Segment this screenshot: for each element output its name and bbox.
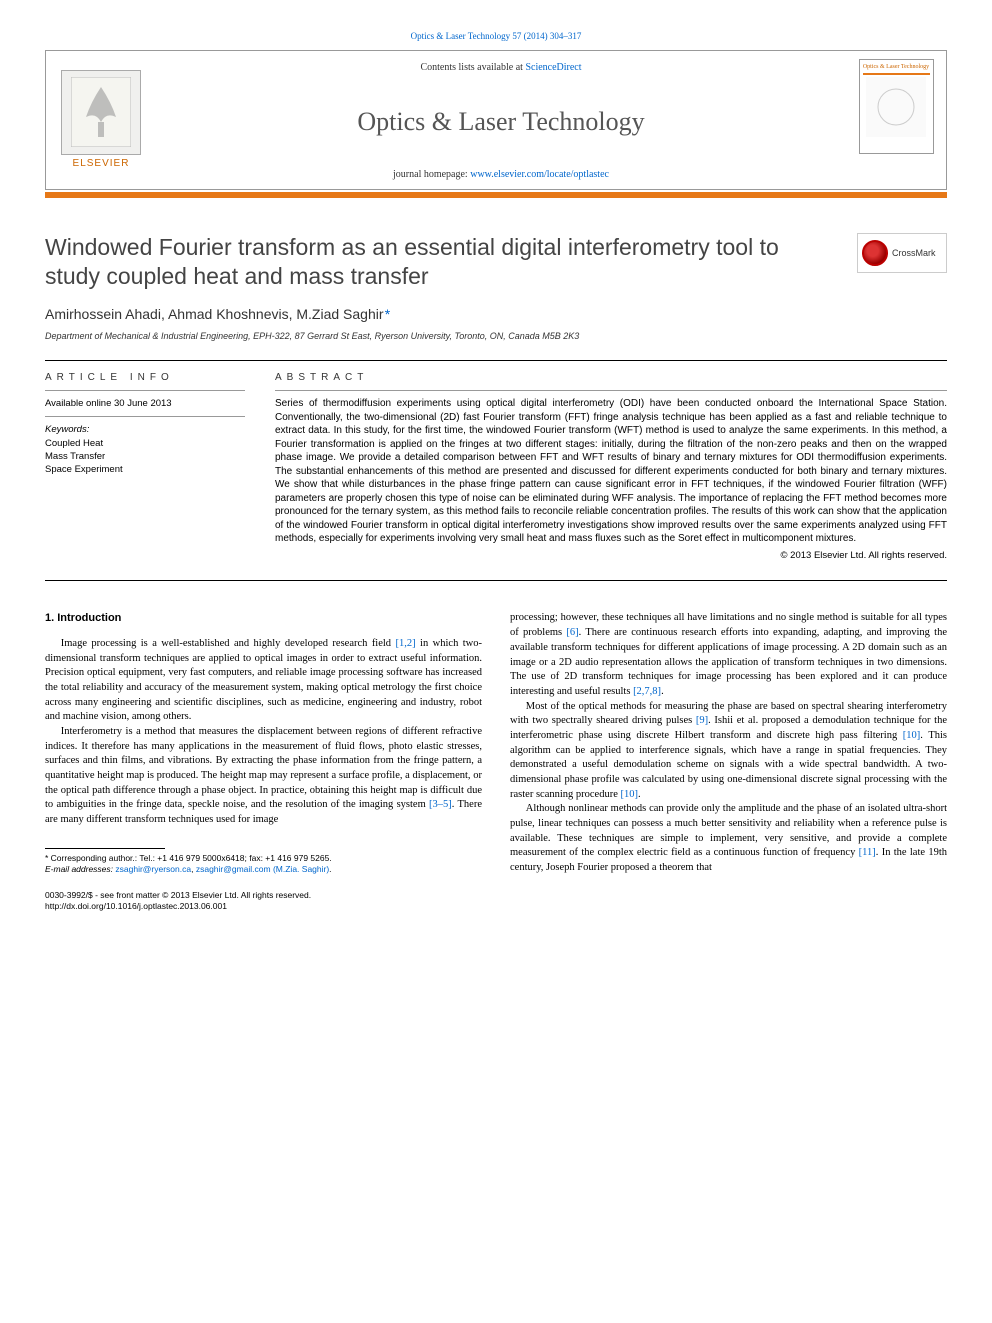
abstract-column: abstract Series of thermodiffusion exper…: [275, 371, 947, 563]
corr-author-footnote: * Corresponding author.: Tel.: +1 416 97…: [45, 853, 482, 864]
journal-title: Optics & Laser Technology: [357, 104, 644, 139]
elsevier-tree-icon: [61, 70, 141, 155]
ref-link[interactable]: [3–5]: [429, 799, 452, 810]
paragraph: Interferometry is a method that measures…: [45, 725, 482, 828]
contents-line: Contents lists available at ScienceDirec…: [420, 61, 581, 75]
divider-bottom: [45, 580, 947, 581]
abstract-text: Series of thermodiffusion experiments us…: [275, 397, 947, 546]
elsevier-logo[interactable]: ELSEVIER: [46, 51, 156, 189]
ref-link[interactable]: [11]: [859, 847, 876, 858]
keywords-label: Keywords:: [45, 423, 245, 436]
homepage-link[interactable]: www.elsevier.com/locate/optlastec: [470, 169, 609, 180]
contents-prefix: Contents lists available at: [420, 62, 525, 73]
abstract-copyright: © 2013 Elsevier Ltd. All rights reserved…: [275, 550, 947, 563]
info-divider-1: [45, 390, 245, 391]
keyword: Coupled Heat: [45, 437, 245, 450]
homepage-prefix: journal homepage:: [393, 169, 470, 180]
article-title: Windowed Fourier transform as an essenti…: [45, 233, 947, 291]
email-link[interactable]: zsaghir@gmail.com (M.Zia. Saghir): [196, 864, 329, 874]
divider-top: [45, 360, 947, 361]
journal-header: ELSEVIER Contents lists available at Sci…: [45, 50, 947, 190]
keyword: Mass Transfer: [45, 450, 245, 463]
info-divider-2: [45, 416, 245, 417]
orange-accent-bar: [45, 192, 947, 198]
ref-link[interactable]: [1,2]: [396, 638, 416, 649]
doi-line: http://dx.doi.org/10.1016/j.optlastec.20…: [45, 901, 947, 912]
crossmark-icon: [862, 240, 888, 266]
article-info-column: article info Available online 30 June 20…: [45, 371, 245, 563]
affiliation: Department of Mechanical & Industrial En…: [45, 330, 947, 342]
crossmark-badge[interactable]: CrossMark: [857, 233, 947, 273]
paragraph: Although nonlinear methods can provide o…: [510, 802, 947, 875]
article-info-head: article info: [45, 371, 245, 385]
cover-title: Optics & Laser Technology: [863, 63, 930, 75]
authors: Amirhossein Ahadi, Ahmad Khoshnevis, M.Z…: [45, 305, 947, 324]
paragraph: Image processing is a well-established a…: [45, 637, 482, 725]
abstract-head: abstract: [275, 371, 947, 385]
body-text: 1. Introduction Image processing is a we…: [45, 611, 947, 875]
available-online: Available online 30 June 2013: [45, 397, 245, 410]
email-link[interactable]: zsaghir@ryerson.ca: [115, 864, 191, 874]
cover-thumbnail: Optics & Laser Technology: [859, 59, 934, 154]
intro-heading: 1. Introduction: [45, 611, 482, 626]
top-citation-link[interactable]: Optics & Laser Technology 57 (2014) 304–…: [411, 31, 582, 41]
crossmark-label: CrossMark: [892, 248, 936, 259]
top-citation: Optics & Laser Technology 57 (2014) 304–…: [45, 30, 947, 42]
footnote-separator: [45, 848, 165, 849]
email-footnote: E-mail addresses: zsaghir@ryerson.ca, zs…: [45, 864, 482, 875]
abstract-divider: [275, 390, 947, 391]
keyword: Space Experiment: [45, 463, 245, 476]
article-title-text: Windowed Fourier transform as an essenti…: [45, 234, 779, 289]
ref-link[interactable]: [9]: [696, 715, 708, 726]
page-footer: 0030-3992/$ - see front matter © 2013 El…: [45, 890, 947, 913]
corr-author-link[interactable]: *: [385, 306, 390, 322]
paragraph: Most of the optical methods for measurin…: [510, 700, 947, 803]
elsevier-wordmark: ELSEVIER: [73, 157, 130, 171]
ref-link[interactable]: [10]: [903, 730, 921, 741]
authors-list: Amirhossein Ahadi, Ahmad Khoshnevis, M.Z…: [45, 306, 384, 322]
ref-link[interactable]: [2,7,8]: [633, 686, 661, 697]
sciencedirect-link[interactable]: ScienceDirect: [525, 62, 581, 73]
front-matter-line: 0030-3992/$ - see front matter © 2013 El…: [45, 890, 947, 901]
ref-link[interactable]: [10]: [621, 789, 639, 800]
footnote-block: * Corresponding author.: Tel.: +1 416 97…: [45, 853, 482, 875]
paragraph: processing; however, these techniques al…: [510, 611, 947, 699]
homepage-line: journal homepage: www.elsevier.com/locat…: [393, 168, 609, 182]
journal-cover: Optics & Laser Technology: [846, 51, 946, 189]
ref-link[interactable]: [6]: [566, 627, 578, 638]
